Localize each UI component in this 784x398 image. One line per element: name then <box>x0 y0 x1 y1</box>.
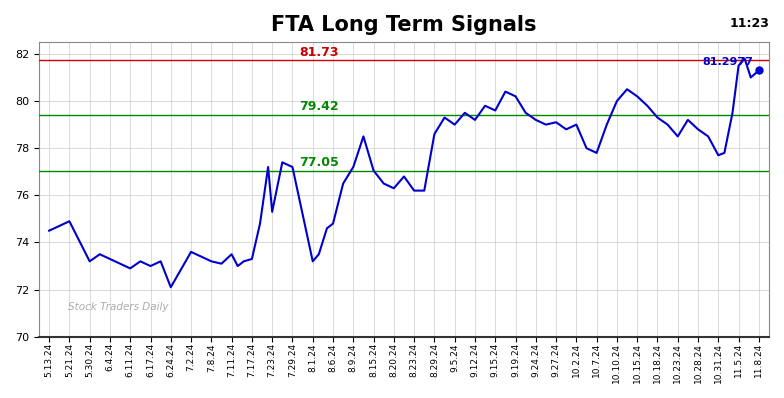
Text: 77.05: 77.05 <box>299 156 339 169</box>
Text: 11:23: 11:23 <box>729 18 769 30</box>
Title: FTA Long Term Signals: FTA Long Term Signals <box>271 15 537 35</box>
Text: 81.2977: 81.2977 <box>702 57 753 66</box>
Text: 79.42: 79.42 <box>299 100 339 113</box>
Text: 81.73: 81.73 <box>299 46 339 59</box>
Text: Stock Traders Daily: Stock Traders Daily <box>68 302 169 312</box>
